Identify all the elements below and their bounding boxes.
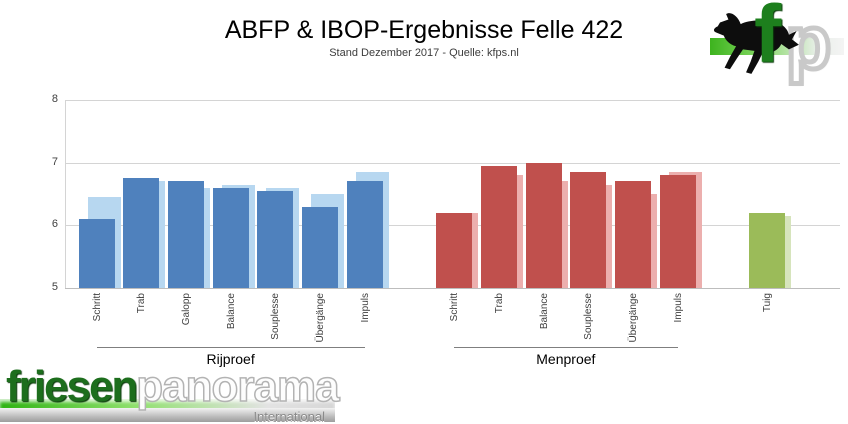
x-axis-category-label: Tuig [762, 293, 773, 313]
x-axis-category-label: Impuls [359, 293, 371, 323]
bar-front-Souplesse [257, 190, 294, 288]
x-axis-category-label: Balance [225, 293, 237, 330]
group-axis-line [454, 347, 678, 348]
logo-green-band [0, 399, 335, 408]
y-gridline [65, 288, 840, 289]
bar-front-Trab [123, 178, 160, 288]
y-axis-tick-label: 8 [51, 93, 58, 105]
logo-international-text: International [253, 409, 325, 424]
bar-front-Tuig [749, 212, 785, 288]
group-axis-line [96, 347, 365, 348]
x-axis-category-label: Souplesse [270, 293, 282, 340]
y-axis-line [65, 100, 66, 288]
bar-front-Impuls [346, 181, 383, 288]
y-axis-tick-label: 7 [51, 155, 58, 168]
logo-friesen-text: friesen [6, 362, 138, 411]
y-gridline [65, 162, 840, 164]
logo-panorama-text: panorama [136, 361, 341, 412]
horse-icon [713, 13, 799, 74]
title-block: ABFP & IBOP-Ergebnisse Felle 422 Stand D… [30, 16, 818, 59]
chart-title: ABFP & IBOP-Ergebnisse Felle 422 [224, 16, 624, 44]
x-axis-category-label: Souplesse [583, 293, 595, 340]
x-axis-category-label: Schritt [91, 293, 103, 322]
bar-front-Galopp [167, 181, 204, 288]
x-axis-category-label: Impuls [672, 293, 684, 323]
bar-front-Schritt [78, 219, 115, 288]
x-axis-category-label: Übergänge [315, 293, 326, 343]
x-axis-category-label: Balance [538, 293, 550, 330]
x-axis-category-label: Galopp [180, 293, 192, 326]
bar-front-Übergänge [614, 181, 651, 288]
x-axis-category-label: Trab [136, 293, 148, 314]
group-label-Rijproef: Rijproef [206, 351, 255, 367]
friesenpanorama-logo: International friesenpanorama [0, 361, 340, 424]
y-axis-tick-label: 6 [51, 218, 58, 231]
x-axis-category-label: Trab [493, 293, 505, 314]
logo-wordmark: friesenpanorama [6, 361, 341, 412]
fp-logo: p f [710, 0, 844, 84]
bar-front-Trab [480, 165, 517, 288]
y-gridline [65, 100, 840, 101]
bar-front-Schritt [436, 212, 473, 288]
group-label-Menproef: Menproef [536, 351, 596, 367]
y-axis-tick-label: 5 [51, 281, 58, 293]
x-axis-category-label: Schritt [449, 293, 461, 322]
bar-front-Balance [212, 187, 249, 288]
bar-front-Übergänge [302, 206, 338, 288]
x-axis-category-label: Übergänge [627, 293, 639, 343]
bar-front-Balance [525, 162, 562, 288]
fp-letter-f: f [754, 0, 782, 80]
chart-subtitle: Stand Dezember 2017 - Quelle: kfps.nl [329, 47, 519, 59]
bar-front-Impuls [659, 175, 696, 288]
logo-gray-band: International [0, 408, 335, 424]
bar-front-Souplesse [570, 172, 607, 288]
